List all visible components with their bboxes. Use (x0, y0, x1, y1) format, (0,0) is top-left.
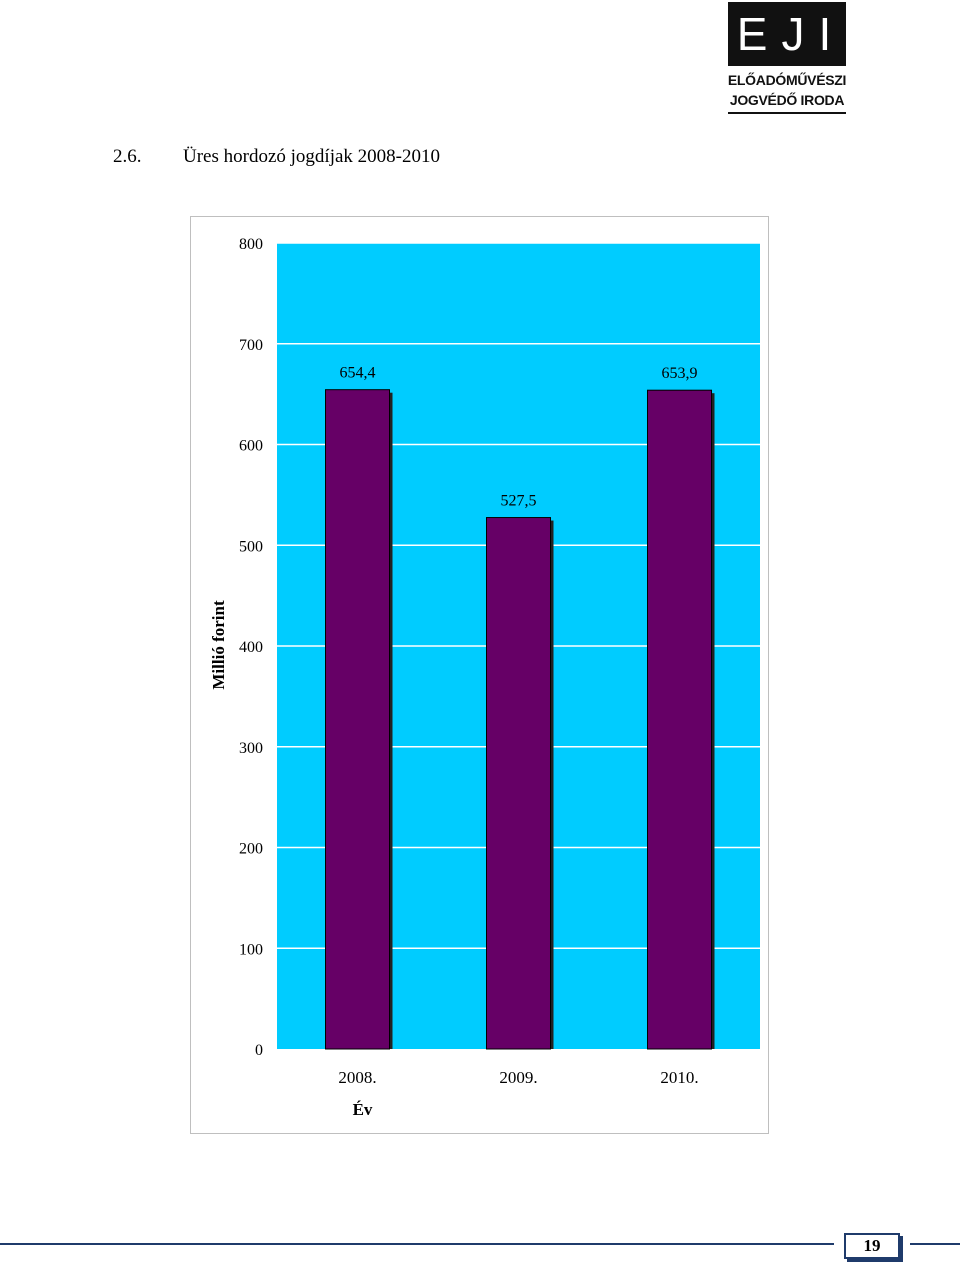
logo-line-1: ELŐADÓMŰVÉSZI (727, 72, 847, 88)
data-label: 654,4 (340, 365, 376, 382)
y-tick-label: 0 (255, 1042, 263, 1059)
y-tick-label: 400 (239, 639, 263, 656)
y-axis-label: Millió forint (209, 600, 228, 690)
y-tick-label: 600 (239, 438, 263, 455)
y-tick-label: 700 (239, 337, 263, 354)
logo-rule (728, 112, 846, 114)
y-tick-label: 500 (239, 538, 263, 555)
section-heading: 2.6. Üres hordozó jogdíjak 2008-2010 (113, 146, 440, 168)
bar-chart: 0 100 200 300 400 500 600 700 800 654,4 2008. 527,5… (209, 236, 760, 1119)
bar (486, 517, 551, 1050)
section-title: Üres hordozó jogdíjak 2008-2010 (183, 146, 440, 167)
section-number: 2.6. (113, 146, 142, 167)
footer-rule-right (910, 1243, 960, 1245)
footer-rule-left (0, 1243, 834, 1245)
data-label: 653,9 (662, 365, 698, 382)
x-tick-label: 2010. (660, 1068, 698, 1087)
x-axis-label: Év (353, 1100, 373, 1119)
page-number: 19 (844, 1233, 900, 1259)
logo-mark: EJI (728, 2, 846, 66)
chart-container: 0 100 200 300 400 500 600 700 800 654,4 2008. 527,5… (190, 216, 769, 1134)
logo-line-2: JOGVÉDŐ IRODA (729, 92, 845, 108)
y-tick-label: 300 (239, 740, 263, 757)
data-label: 527,5 (501, 493, 537, 510)
bar (325, 389, 390, 1050)
y-tick-label: 100 (239, 941, 263, 958)
logo-letters: EJI (736, 8, 846, 60)
y-tick-label: 800 (239, 236, 263, 253)
y-tick-label: 200 (239, 841, 263, 858)
x-tick-label: 2009. (499, 1068, 537, 1087)
x-tick-label: 2008. (338, 1068, 376, 1087)
bar (647, 389, 712, 1050)
